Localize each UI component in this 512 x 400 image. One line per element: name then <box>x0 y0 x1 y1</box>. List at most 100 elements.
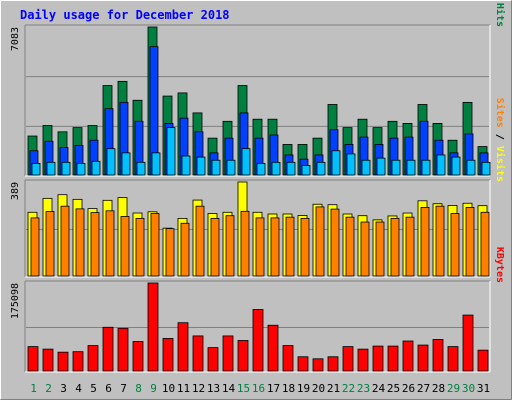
bar-sites-25 <box>390 217 400 277</box>
bar-pages-16 <box>256 162 266 176</box>
bar-pages-14 <box>226 159 236 176</box>
bar-sites-7 <box>120 216 130 277</box>
bar-sites-3 <box>60 205 70 277</box>
bar-sites-24 <box>375 221 385 277</box>
y-max-label: 175098 <box>10 283 21 319</box>
bar-sites-20 <box>315 206 325 277</box>
bar-kbytes-31 <box>477 349 489 372</box>
bar-sites-2 <box>45 211 55 277</box>
x-tick-label: 3 <box>60 382 67 395</box>
legend-part: Sites <box>494 98 506 128</box>
bar-pages-8 <box>136 161 146 176</box>
bar-pages-4 <box>76 162 86 176</box>
bar-pages-7 <box>121 152 131 176</box>
x-tick-label: 1 <box>30 382 37 395</box>
legend-part: / <box>494 128 505 146</box>
bar-pages-21 <box>331 150 341 176</box>
bar-kbytes-19 <box>297 356 309 372</box>
bar-pages-29 <box>451 156 461 176</box>
x-tick-label: 31 <box>477 382 490 395</box>
x-tick-label: 25 <box>387 382 400 395</box>
panel-legend: KBytes <box>494 247 505 283</box>
x-tick-label: 9 <box>150 382 157 395</box>
x-tick-label: 24 <box>372 382 386 395</box>
bar-sites-17 <box>270 217 280 277</box>
bar-kbytes-2 <box>42 348 54 372</box>
bar-sites-31 <box>480 211 490 277</box>
bar-pages-22 <box>346 153 356 176</box>
x-tick-label: 7 <box>120 382 127 395</box>
x-tick-label: 12 <box>192 382 205 395</box>
bar-pages-5 <box>91 160 101 176</box>
x-axis-labels: 1 2 3 4 5 6 7 8 9 10 11 12 13 14 15 16 17 18 19 20 21 22 23 24 2… <box>30 382 490 395</box>
x-tick-label: 19 <box>297 382 310 395</box>
bar-sites-5 <box>90 212 100 277</box>
x-tick-label: 8 <box>135 382 142 395</box>
bar-pages-25 <box>391 159 401 176</box>
bar-kbytes-29 <box>447 346 459 372</box>
bar-sites-12 <box>195 205 205 277</box>
bar-sites-27 <box>420 206 430 277</box>
bar-kbytes-11 <box>177 322 189 372</box>
bar-kbytes-7 <box>117 327 129 372</box>
bar-kbytes-18 <box>282 345 294 372</box>
bar-sites-8 <box>135 217 145 277</box>
x-tick-label: 6 <box>105 382 112 395</box>
panel-hits-files-pages: 7083 Pages / Files / Hits <box>10 0 506 177</box>
y-max-label: 7083 <box>10 27 21 51</box>
bar-pages-27 <box>421 159 431 176</box>
bar-kbytes-3 <box>57 351 69 372</box>
bar-kbytes-15 <box>237 340 249 372</box>
bar-sites-9 <box>150 213 160 277</box>
x-tick-label: 13 <box>207 382 220 395</box>
panel-legend: Pages / Files / Hits <box>494 0 506 27</box>
chart-title: Daily usage for December 2018 <box>20 8 230 22</box>
bar-kbytes-1 <box>27 346 39 372</box>
bar-pages-6 <box>106 148 116 176</box>
bar-kbytes-10 <box>162 338 174 372</box>
bar-kbytes-26 <box>402 340 414 372</box>
bar-pages-20 <box>316 161 326 176</box>
bar-kbytes-21 <box>327 356 339 372</box>
bar-sites-10 <box>165 228 175 277</box>
bar-kbytes-30 <box>462 314 474 372</box>
bar-sites-19 <box>300 217 310 277</box>
x-tick-label: 27 <box>417 382 430 395</box>
bar-kbytes-5 <box>87 345 99 372</box>
x-tick-label: 20 <box>312 382 325 395</box>
y-max-label: 389 <box>10 182 21 200</box>
bar-pages-18 <box>286 161 296 176</box>
bar-pages-13 <box>211 159 221 176</box>
bar-kbytes-22 <box>342 346 354 372</box>
x-tick-label: 2 <box>45 382 52 395</box>
bar-sites-23 <box>360 221 370 277</box>
bar-pages-11 <box>181 155 191 176</box>
chart-panels: 7083 Pages / Files / Hits 389 Sites / Visit… <box>10 0 506 373</box>
bar-kbytes-24 <box>372 345 384 372</box>
bar-pages-23 <box>361 159 371 176</box>
bar-pages-12 <box>196 156 206 176</box>
panel-kbytes: 175098 KBytes <box>10 247 505 373</box>
x-tick-label: 16 <box>252 382 265 395</box>
x-tick-label: 22 <box>342 382 355 395</box>
bar-kbytes-17 <box>267 324 279 372</box>
bar-kbytes-6 <box>102 326 114 372</box>
x-tick-label: 4 <box>75 382 82 395</box>
legend-part: Visits <box>494 146 506 182</box>
x-tick-label: 23 <box>357 382 370 395</box>
bar-kbytes-16 <box>252 309 264 372</box>
bar-sites-22 <box>345 216 355 277</box>
panel-visits-sites: 389 Sites / Visits <box>10 98 506 278</box>
bar-sites-6 <box>105 210 115 277</box>
bar-sites-1 <box>30 217 40 277</box>
x-tick-label: 10 <box>162 382 175 395</box>
x-tick-label: 11 <box>177 382 190 395</box>
bar-kbytes-25 <box>387 345 399 372</box>
bar-pages-17 <box>271 161 281 176</box>
bar-kbytes-8 <box>132 341 144 372</box>
bar-sites-30 <box>465 206 475 277</box>
bar-pages-31 <box>481 161 491 176</box>
x-tick-label: 17 <box>267 382 280 395</box>
bar-pages-30 <box>466 159 476 176</box>
